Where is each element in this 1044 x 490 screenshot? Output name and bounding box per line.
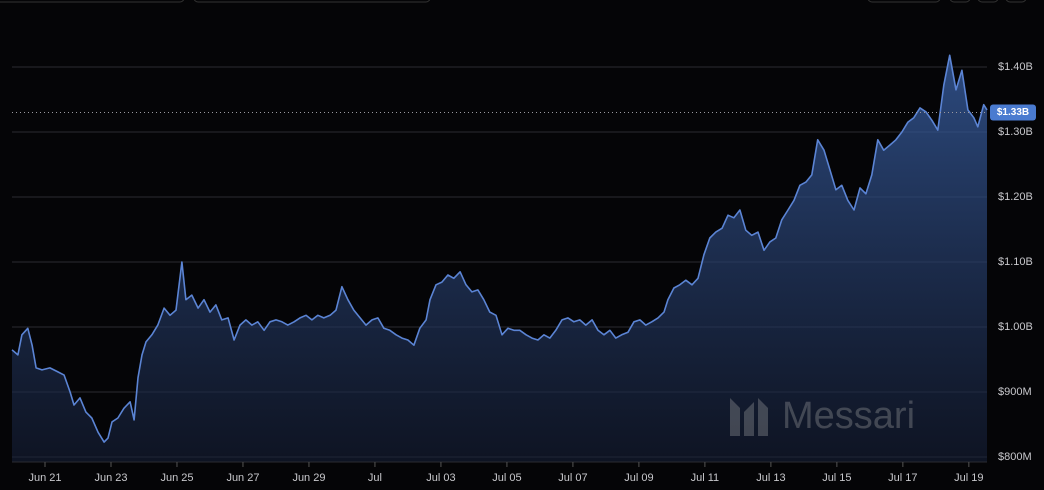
current-value-label: $1.33B xyxy=(997,107,1029,118)
x-tick-label: Jul 15 xyxy=(822,472,851,484)
x-tick-label: Jul 03 xyxy=(426,472,455,484)
x-tick-label: Jun 23 xyxy=(94,472,127,484)
y-tick-label: $1.00B xyxy=(998,321,1033,333)
y-tick-label: $900M xyxy=(998,386,1032,398)
y-tick-label: $1.30B xyxy=(998,126,1033,138)
x-tick-label: Jun 29 xyxy=(292,472,325,484)
top-control[interactable] xyxy=(0,0,185,3)
x-tick-label: Jun 27 xyxy=(226,472,259,484)
x-tick-label: Jul 07 xyxy=(558,472,587,484)
logo-shape xyxy=(744,402,754,436)
y-tick-label: $800M xyxy=(998,451,1032,463)
x-tick-label: Jul 19 xyxy=(954,472,983,484)
logo-shape xyxy=(730,398,740,436)
series-line xyxy=(11,54,988,443)
x-tick-label: Jun 25 xyxy=(160,472,193,484)
top-control[interactable] xyxy=(193,0,431,3)
x-tick-label: Jul 09 xyxy=(624,472,653,484)
top-control[interactable] xyxy=(949,0,971,3)
y-tick-label: $1.40B xyxy=(998,61,1033,73)
top-control[interactable] xyxy=(977,0,999,3)
x-tick-label: Jul xyxy=(368,472,382,484)
plot xyxy=(11,54,988,463)
x-tick-label: Jul 13 xyxy=(756,472,785,484)
x-tick-label: Jul 05 xyxy=(492,472,521,484)
logo-shape xyxy=(758,398,768,436)
watermark: Messari xyxy=(730,395,915,437)
x-tick-label: Jul 11 xyxy=(691,472,720,484)
area-fill xyxy=(12,55,987,463)
axes: $800M $900M $1.00B $1.10B $1.20B $1.30B $1.40B… xyxy=(12,61,1036,484)
top-control[interactable] xyxy=(867,0,941,3)
top-control[interactable] xyxy=(1005,0,1027,3)
y-tick-label: $1.10B xyxy=(998,256,1033,268)
current-value-badge xyxy=(990,104,1036,121)
watermark-text: Messari xyxy=(782,395,915,437)
x-tick-label: Jul 17 xyxy=(888,472,917,484)
y-tick-label: $1.20B xyxy=(998,191,1033,203)
x-tick-label: Jun 21 xyxy=(28,472,61,484)
